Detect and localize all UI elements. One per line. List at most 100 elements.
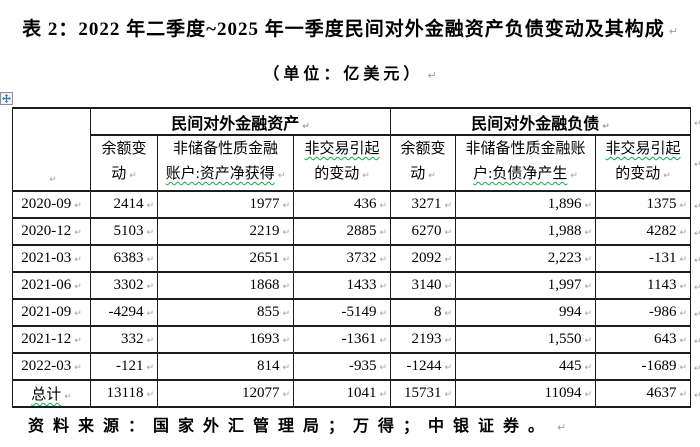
page-title-text: 表 2：2022 年二季度~2025 年一季度民间对外金融资产负债变动及其构成 (22, 19, 665, 40)
row-date: 2021-03 (21, 250, 72, 266)
end-of-cell-mark: ↵ (379, 255, 388, 265)
cell-value: 855 (256, 304, 280, 320)
cell-value: 12077 (241, 385, 280, 401)
spellcheck-squiggle-text: 账户:资产净获得 (165, 166, 275, 182)
cell-value: -1361 (341, 331, 377, 347)
end-of-cell-mark: ↵ (584, 228, 593, 238)
end-of-cell-mark: ↵ (282, 390, 290, 400)
cell-value: -5149 (341, 304, 377, 320)
end-of-cell-mark: ↵ (49, 175, 57, 185)
table-row: 2021-12 ↵ 332 ↵ 1693 ↵ -1361 ↵ 2193 ↵ 1,550 ↵ … (12, 325, 700, 354)
end-of-row-mark: ↵ (691, 160, 700, 170)
end-of-cell-mark: ↵ (602, 121, 610, 132)
col-header-asset-flow: 非储备性质金融 账户:资产净获得 ↵ (157, 134, 294, 192)
end-of-cell-mark: ↵ (362, 171, 370, 181)
end-of-cell-mark: ↵ (679, 336, 688, 346)
end-of-row-mark: ↵ (691, 256, 700, 266)
row-date: 2021-12 (21, 331, 72, 347)
row-date: 2021-09 (21, 304, 72, 320)
end-of-cell-mark: ↵ (379, 390, 388, 400)
cell-value: 445 (558, 358, 582, 374)
end-of-cell-mark: ↵ (379, 309, 388, 319)
end-of-cell-mark: ↵ (444, 282, 453, 292)
cell-value: 4282 (646, 223, 677, 239)
row-date: 2021-06 (21, 277, 72, 293)
cell-value: 1693 (249, 331, 280, 347)
unit-note: （单位：亿美元） ↵ (0, 60, 700, 84)
spellcheck-squiggle-text: 非交易引起 (304, 141, 380, 157)
end-of-cell-mark: ↵ (584, 201, 593, 211)
row-date: 2020-09 (21, 196, 72, 212)
cell-value: 814 (256, 358, 280, 374)
cell-value: 332 (120, 331, 144, 347)
end-of-cell-mark: ↵ (584, 309, 593, 319)
end-of-cell-mark: ↵ (444, 336, 453, 346)
cell-value: 1,896 (547, 196, 582, 212)
end-of-cell-mark: ↵ (679, 201, 688, 211)
row-end-cell: ↵ (691, 108, 700, 135)
source-note-text: 资料来源：国家外汇管理局；万得；中银证券。 (28, 418, 554, 435)
end-of-cell-mark: ↵ (444, 228, 453, 238)
row-end-cell: ↵ (691, 353, 700, 380)
end-of-cell-mark: ↵ (584, 363, 593, 373)
cell-value: 3302 (113, 277, 144, 293)
cell-value: 643 (653, 331, 677, 347)
cell-value: 1,988 (547, 223, 582, 239)
cell-value: 4637 (646, 385, 677, 401)
end-of-cell-mark: ↵ (129, 171, 137, 181)
end-of-cell-mark: ↵ (379, 201, 388, 211)
row-date: 2020-12 (21, 223, 72, 239)
cell-value: 1433 (346, 277, 377, 293)
cell-value: 3271 (411, 196, 442, 212)
end-of-cell-mark: ↵ (146, 228, 154, 238)
end-of-cell-mark: ↵ (146, 363, 154, 373)
end-of-cell-mark: ↵ (679, 255, 688, 265)
end-of-cell-mark: ↵ (282, 201, 290, 211)
cell-value: 2193 (411, 331, 442, 347)
table-row: 2020-09 ↵ 2414 ↵ 1977 ↵ 436 ↵ 3271 ↵ 1,896 ↵ 1… (12, 190, 700, 219)
cell-value: 1143 (647, 277, 677, 293)
col-header-liab-nontrade: 非交易引起 的变动 ↵ (595, 134, 692, 192)
end-of-cell-mark: ↵ (679, 228, 688, 238)
end-of-row-mark: ↵ (691, 310, 700, 320)
group-header-liabilities: 民间对外金融负债 ↵ (390, 107, 692, 136)
end-of-cell-mark: ↵ (379, 336, 388, 346)
table-row: 2020-12 ↵ 5103 ↵ 2219 ↵ 2885 ↵ 6270 ↵ 1,988 ↵ … (12, 217, 700, 246)
cell-value: -1244 (406, 358, 442, 374)
end-of-cell-mark: ↵ (302, 121, 310, 132)
end-of-cell-mark: ↵ (74, 363, 82, 373)
cell-value: -121 (115, 358, 144, 374)
end-of-cell-mark: ↵ (584, 255, 593, 265)
row-end-cell: ↵ (691, 272, 700, 299)
table-row: 2021-06 ↵ 3302 ↵ 1868 ↵ 1433 ↵ 3140 ↵ 1,997 ↵ … (12, 271, 700, 300)
end-of-cell-mark: ↵ (282, 228, 290, 238)
end-of-cell-mark: ↵ (146, 255, 154, 265)
row-end-cell: ↵ (691, 326, 700, 353)
cell-value: 1041 (346, 385, 377, 401)
end-of-cell-mark: ↵ (444, 201, 453, 211)
end-of-row-mark: ↵ (691, 119, 700, 129)
end-of-cell-mark: ↵ (282, 309, 290, 319)
data-table: ↵ 民间对外金融资产↵ 民间对外金融负债↵ ↵ 余额变 动↵ 非储备性质金融 账… (12, 107, 700, 408)
row-end-cell: ↵ (691, 191, 700, 218)
end-of-cell-mark: ↵ (679, 282, 688, 292)
end-of-row-mark: ↵ (691, 337, 700, 347)
cell-value: 1,997 (547, 277, 582, 293)
end-of-cell-mark: ↵ (379, 282, 388, 292)
cell-value: 11094 (544, 385, 582, 401)
table-row: 2022-03 ↵ -121 ↵ 814 ↵ -935 ↵ -1244 ↵ 445 ↵ -1… (12, 352, 700, 381)
cell-value: 994 (558, 304, 582, 320)
end-of-cell-mark: ↵ (146, 201, 154, 211)
cell-value: 6383 (113, 250, 144, 266)
end-of-cell-mark: ↵ (282, 336, 290, 346)
cell-value: 3732 (346, 250, 377, 266)
table-total-row: 总计 ↵ 13118 ↵ 12077 ↵ 1041 ↵ 15731 ↵ 11094 ↵ 46… (12, 379, 700, 408)
cell-value: 2092 (411, 250, 442, 266)
end-of-cell-mark: ↵ (379, 363, 388, 373)
cell-value: 15731 (403, 385, 442, 401)
end-of-cell-mark: ↵ (584, 336, 593, 346)
move-icon (2, 94, 11, 103)
table-move-handle[interactable] (0, 92, 13, 105)
cell-value: 1977 (249, 196, 280, 212)
cell-value: 2,223 (547, 250, 582, 266)
